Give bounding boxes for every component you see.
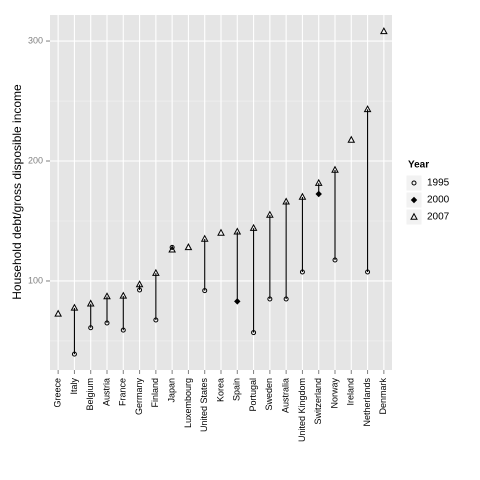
x-tick-label: Belgium	[85, 378, 95, 411]
point	[104, 320, 110, 326]
point	[380, 27, 388, 35]
point	[249, 223, 258, 231]
x-tick-label: Luxembourg	[183, 378, 193, 428]
x-tick-label: Norway	[329, 378, 339, 409]
point	[88, 325, 94, 331]
legend-marker	[411, 180, 417, 186]
point	[135, 280, 144, 288]
legend-label: 1995	[427, 178, 450, 189]
point	[282, 197, 290, 205]
x-tick-label: Switzerland	[313, 378, 323, 425]
point	[70, 303, 79, 311]
point	[120, 327, 126, 333]
x-tick-label: Italy	[69, 378, 79, 395]
point	[153, 317, 159, 323]
point	[233, 227, 242, 235]
point	[86, 299, 95, 307]
x-tick-label: France	[118, 378, 128, 406]
x-tick-label: Finland	[150, 378, 160, 408]
point	[168, 245, 176, 253]
x-tick-label: Spain	[232, 378, 242, 401]
point	[267, 296, 273, 302]
x-tick-label: Denmark	[378, 378, 388, 415]
point	[200, 234, 209, 242]
x-tick-label: Portugal	[248, 378, 258, 412]
x-tick-label: Netherlands	[362, 378, 372, 427]
y-tick-label: 300	[28, 35, 43, 45]
point	[365, 269, 371, 275]
y-tick-label: 200	[28, 155, 43, 165]
legend-title: Year	[408, 160, 429, 171]
point	[103, 292, 111, 300]
legend-key	[405, 208, 423, 226]
point	[315, 190, 322, 198]
point	[332, 257, 338, 263]
point	[314, 178, 323, 186]
point	[71, 351, 77, 357]
point	[298, 192, 307, 200]
x-tick-label: Greece	[53, 378, 63, 408]
x-tick-label: United Kingdom	[297, 378, 307, 442]
point	[234, 298, 241, 305]
point	[363, 105, 372, 113]
point	[184, 243, 193, 251]
point	[283, 296, 289, 302]
legend-marker	[410, 212, 418, 220]
point	[299, 269, 305, 275]
x-tick-label: United States	[199, 378, 209, 433]
legend-key	[405, 174, 423, 192]
x-tick-label: Korea	[215, 378, 225, 402]
legend-label: 2007	[427, 212, 450, 223]
point	[119, 291, 128, 299]
x-tick-label: Ireland	[346, 378, 356, 406]
point	[347, 135, 356, 143]
y-axis-label: Household debt/gross disposible income	[10, 84, 24, 300]
legend-label: 2000	[427, 195, 450, 206]
point	[137, 287, 143, 293]
x-tick-label: Sweden	[264, 378, 274, 411]
x-tick-label: Germany	[134, 378, 144, 416]
x-tick-label: Japan	[167, 378, 177, 403]
point	[217, 228, 225, 236]
point	[331, 165, 339, 173]
point	[152, 268, 160, 276]
legend-marker	[410, 196, 418, 204]
point	[54, 309, 62, 317]
point	[266, 210, 274, 218]
point	[202, 288, 208, 294]
y-tick-label: 100	[28, 275, 43, 285]
x-tick-label: Austria	[101, 378, 111, 406]
x-tick-label: Australia	[281, 378, 291, 413]
point	[251, 330, 257, 336]
point	[169, 244, 175, 250]
